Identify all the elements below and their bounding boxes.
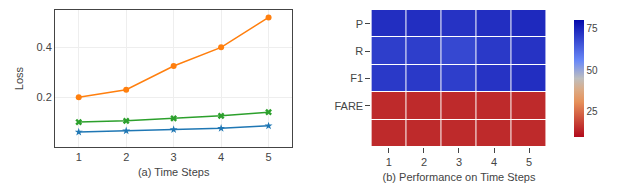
svg-text:1: 1 [76,151,82,163]
svg-text:4: 4 [491,156,497,168]
svg-text:25: 25 [587,106,599,117]
svg-text:5: 5 [266,151,272,163]
svg-text:2: 2 [123,151,129,163]
svg-text:0.2: 0.2 [37,91,52,103]
svg-text:50: 50 [587,65,599,76]
svg-text:1: 1 [386,156,392,168]
svg-text:2: 2 [421,156,427,168]
svg-text:R: R [355,45,363,57]
svg-text:P: P [356,18,363,30]
svg-text:75: 75 [587,23,599,34]
svg-text:3: 3 [171,151,177,163]
svg-text:0.4: 0.4 [37,41,52,53]
svg-text:F1: F1 [350,72,363,84]
svg-text:FARE: FARE [334,100,363,112]
svg-text:Loss: Loss [13,66,25,90]
svg-text:5: 5 [526,156,532,168]
svg-text:4: 4 [218,151,224,163]
svg-text:3: 3 [456,156,462,168]
svg-text:(a) Time Steps: (a) Time Steps [138,166,210,178]
svg-text:(b) Performance on Time Steps: (b) Performance on Time Steps [383,171,536,183]
